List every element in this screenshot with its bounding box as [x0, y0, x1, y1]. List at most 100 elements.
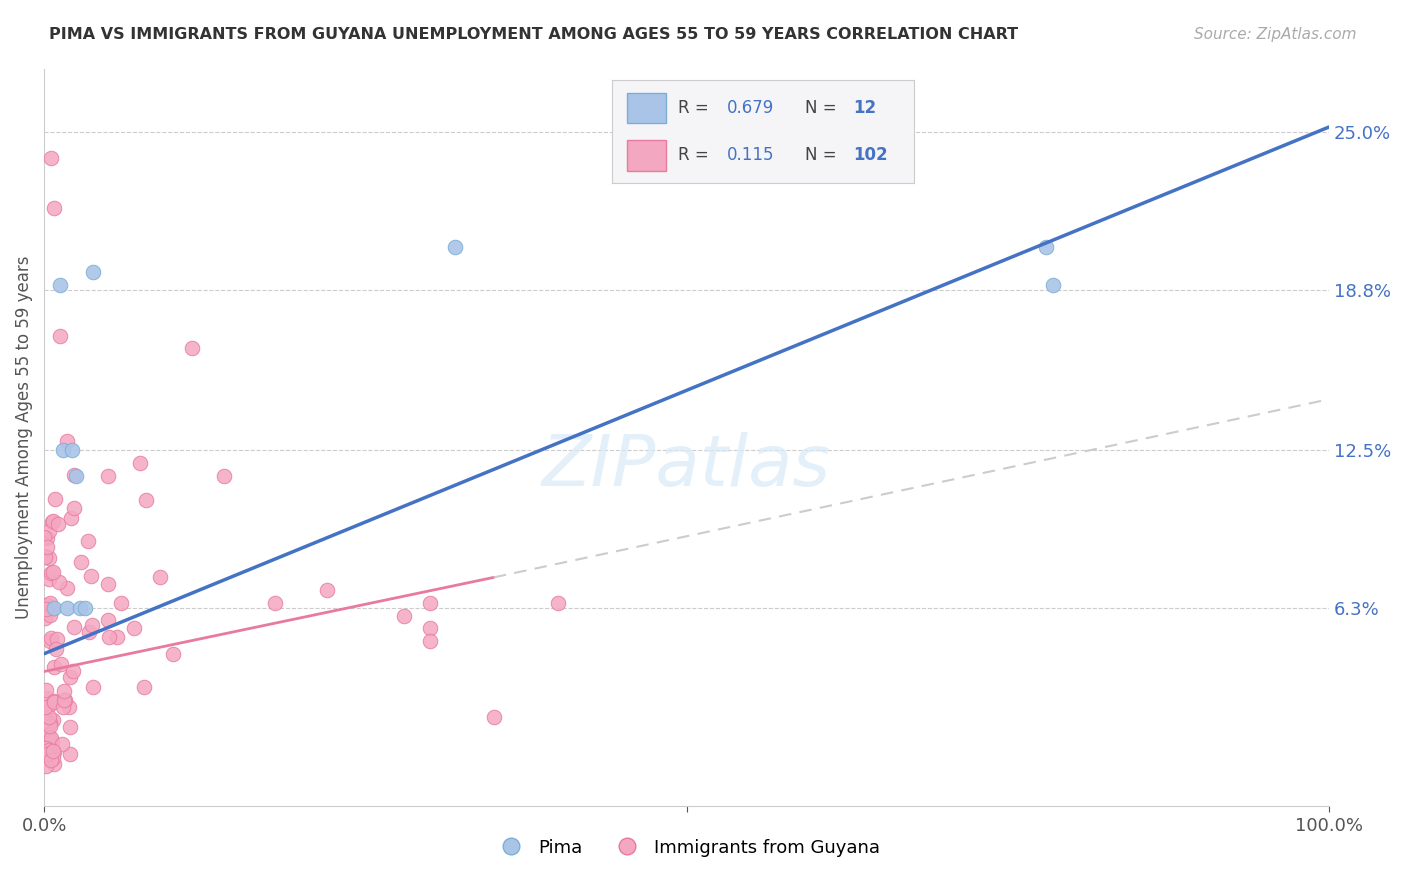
- Point: [39, 608, 62, 623]
- Point: [52, 699, 75, 714]
- Point: [1035, 239, 1057, 253]
- Point: [39, 733, 62, 747]
- Point: [162, 647, 184, 661]
- Bar: [627, 140, 666, 170]
- Point: [419, 621, 441, 635]
- Point: [41, 516, 63, 530]
- Point: [41, 631, 63, 645]
- Point: [82, 680, 104, 694]
- Point: [59, 720, 82, 734]
- Point: [39, 596, 62, 610]
- Point: [41, 735, 63, 749]
- Point: [56, 601, 79, 615]
- Point: [37, 747, 59, 762]
- Text: PIMA VS IMMIGRANTS FROM GUYANA UNEMPLOYMENT AMONG AGES 55 TO 59 YEARS CORRELATIO: PIMA VS IMMIGRANTS FROM GUYANA UNEMPLOYM…: [49, 27, 1018, 42]
- Point: [96, 577, 118, 591]
- Point: [62, 664, 84, 678]
- Point: [110, 596, 132, 610]
- Point: [51, 737, 73, 751]
- Text: 12: 12: [853, 99, 876, 117]
- Point: [37, 727, 59, 741]
- Text: Source: ZipAtlas.com: Source: ZipAtlas.com: [1194, 27, 1357, 42]
- Point: [419, 596, 441, 610]
- Point: [44, 601, 66, 615]
- Point: [37, 531, 59, 545]
- Point: [82, 265, 104, 279]
- Point: [42, 695, 65, 709]
- Point: [34, 690, 56, 705]
- Point: [35, 741, 58, 756]
- Point: [132, 680, 155, 694]
- Point: [69, 601, 91, 615]
- Point: [97, 614, 120, 628]
- Point: [38, 572, 60, 586]
- Point: [37, 598, 59, 612]
- Point: [419, 634, 441, 648]
- Point: [97, 630, 120, 644]
- Point: [63, 468, 86, 483]
- Point: [63, 620, 86, 634]
- Point: [45, 632, 67, 646]
- Point: [42, 744, 65, 758]
- Point: [44, 491, 66, 506]
- Point: [42, 745, 65, 759]
- Point: [75, 601, 97, 615]
- Point: [77, 624, 100, 639]
- Point: [39, 753, 62, 767]
- Point: [41, 602, 63, 616]
- Point: [44, 202, 66, 216]
- Point: [42, 714, 65, 728]
- Point: [52, 693, 75, 707]
- Point: [37, 699, 59, 714]
- Point: [35, 759, 58, 773]
- Point: [212, 468, 235, 483]
- Point: [38, 743, 60, 757]
- Point: [48, 277, 70, 292]
- Point: [62, 501, 84, 516]
- Point: [38, 524, 60, 538]
- Point: [149, 570, 172, 584]
- Point: [59, 670, 82, 684]
- Point: [59, 747, 82, 761]
- Text: N =: N =: [806, 146, 842, 164]
- Point: [34, 549, 56, 564]
- Point: [38, 719, 60, 733]
- Point: [34, 530, 56, 544]
- Point: [48, 328, 70, 343]
- Point: [52, 684, 75, 698]
- Point: [42, 660, 65, 674]
- Point: [41, 751, 63, 765]
- Point: [38, 550, 60, 565]
- Point: [128, 456, 150, 470]
- Text: R =: R =: [678, 99, 714, 117]
- Point: [122, 621, 145, 635]
- Point: [547, 596, 569, 610]
- Point: [35, 602, 58, 616]
- Point: [39, 634, 62, 648]
- Text: R =: R =: [678, 146, 714, 164]
- Point: [135, 492, 157, 507]
- Point: [482, 710, 505, 724]
- Point: [80, 569, 103, 583]
- Point: [48, 575, 70, 590]
- Point: [56, 581, 79, 595]
- Point: [444, 239, 467, 253]
- Point: [42, 694, 65, 708]
- Point: [1042, 277, 1064, 292]
- Point: [39, 566, 62, 581]
- Point: [49, 657, 72, 671]
- Text: N =: N =: [806, 99, 842, 117]
- Point: [264, 596, 287, 610]
- Y-axis label: Unemployment Among Ages 55 to 59 years: Unemployment Among Ages 55 to 59 years: [15, 256, 32, 619]
- Bar: [627, 93, 666, 123]
- Point: [35, 752, 58, 766]
- Point: [34, 722, 56, 736]
- Point: [46, 516, 69, 531]
- Text: 0.115: 0.115: [727, 146, 773, 164]
- Point: [41, 731, 63, 745]
- Text: ZIPatlas: ZIPatlas: [541, 433, 831, 501]
- Point: [34, 714, 56, 729]
- Point: [70, 555, 93, 569]
- Point: [41, 565, 63, 579]
- Point: [35, 745, 58, 759]
